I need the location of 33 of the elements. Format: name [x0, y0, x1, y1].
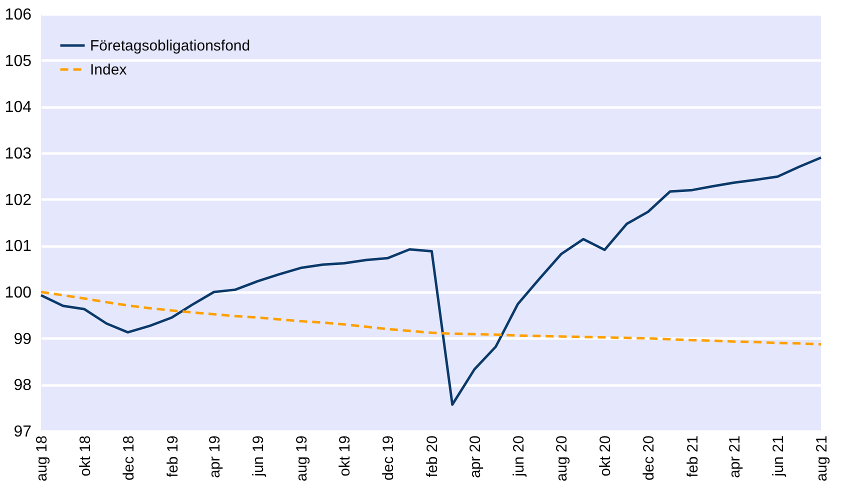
y-tick-label: 103	[4, 146, 32, 162]
x-tick-label: okt 19	[336, 436, 354, 476]
y-tick-label: 99	[14, 330, 32, 348]
y-tick-label: 104	[4, 99, 32, 116]
x-tick-label: apr 21	[726, 436, 744, 478]
x-tick-label: apr 20	[466, 436, 484, 478]
x-tick-label: apr 19	[206, 436, 224, 478]
y-tick-label: 97	[14, 424, 32, 440]
x-tick-label: feb 21	[684, 436, 702, 478]
x-tick-label: jun 21	[770, 436, 788, 478]
y-tick-label: 101	[4, 238, 32, 256]
y-tick-label: 105	[4, 52, 32, 70]
x-tick-label: jun 20	[510, 436, 528, 478]
x-tick-label: dec 20	[640, 436, 658, 481]
x-tick-label: aug 19	[293, 436, 310, 482]
x-tick-label: feb 20	[424, 436, 442, 478]
x-tick-label: feb 19	[164, 436, 182, 478]
legend-label: Företagsobligationsfond	[90, 38, 250, 54]
x-tick-label: okt 18	[76, 436, 94, 476]
x-tick-label: aug 21	[814, 436, 830, 482]
x-tick-label: jun 19	[250, 436, 267, 478]
legend-label: Index	[90, 62, 128, 78]
x-tick-label: aug 18	[34, 436, 50, 482]
y-tick-label: 100	[4, 284, 32, 302]
y-tick-label: 106	[4, 6, 32, 24]
y-tick-label: 102	[4, 192, 32, 209]
y-tick-label: 98	[14, 377, 32, 394]
x-tick-label: okt 20	[597, 436, 614, 476]
x-tick-label: dec 19	[380, 436, 398, 481]
x-tick-label: aug 20	[554, 436, 571, 482]
x-tick-label: dec 18	[120, 436, 138, 481]
line-series	[40, 156, 822, 406]
line-series	[40, 290, 822, 346]
